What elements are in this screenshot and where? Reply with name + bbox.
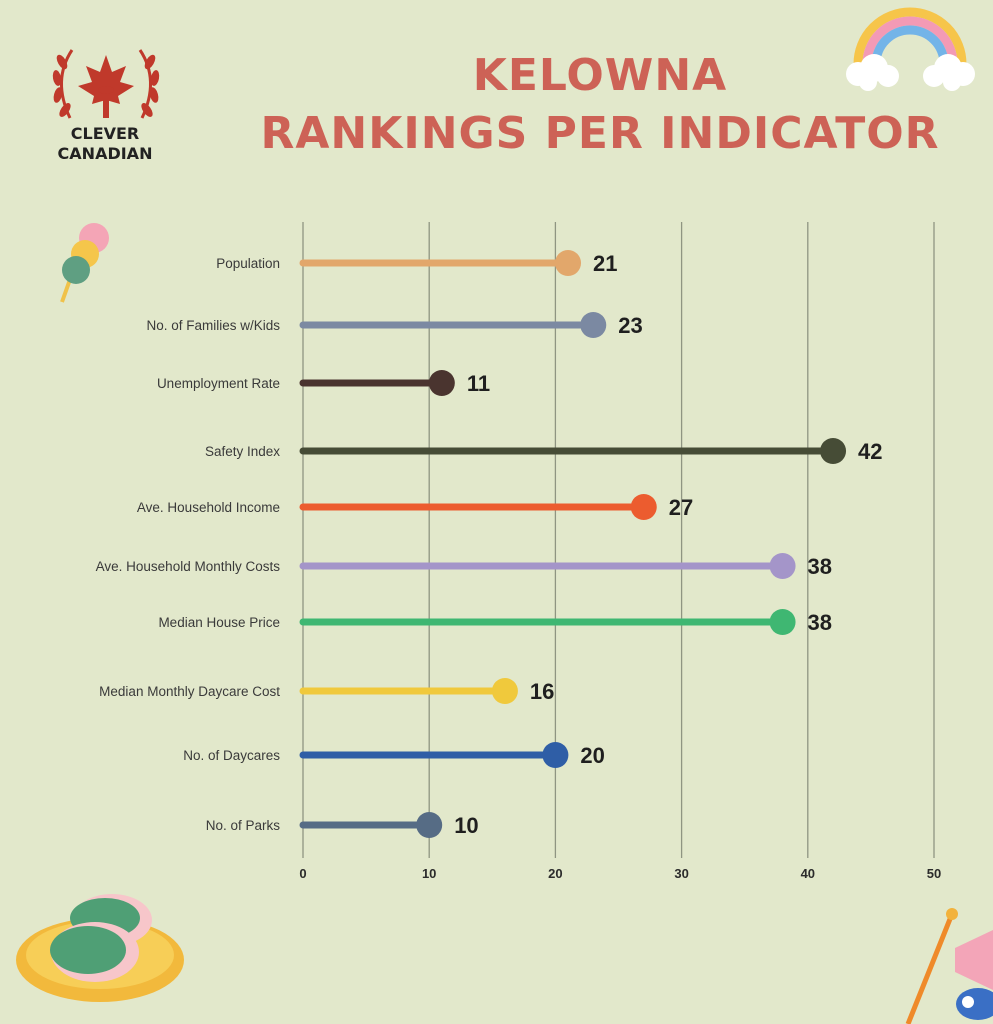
lollipop-dot [428, 370, 455, 396]
category-label: Ave. Household Monthly Costs [96, 559, 281, 574]
value-label: 38 [808, 610, 832, 635]
value-label: 38 [808, 554, 832, 579]
lollipop-dot [630, 494, 657, 520]
value-label: 20 [580, 743, 604, 768]
value-label: 16 [530, 679, 554, 704]
x-tick-label-30: 30 [674, 866, 688, 881]
lollipop-dot [491, 678, 518, 704]
x-tick-label-40: 40 [801, 866, 815, 881]
lollipop-dot [416, 812, 443, 838]
value-label: 21 [593, 251, 617, 276]
lollipop-dot [555, 250, 582, 276]
logo-text-line-1: CLEVER [70, 124, 140, 143]
x-tick-label-0: 0 [299, 866, 306, 881]
lollipop-dot [820, 438, 847, 464]
page-title-line-2: RANKINGS PER INDICATOR [260, 108, 940, 159]
category-label: Population [216, 256, 280, 271]
x-tick-label-10: 10 [422, 866, 436, 881]
category-label: Ave. Household Income [137, 500, 280, 515]
category-label: Median House Price [158, 615, 280, 630]
x-tick-label-20: 20 [548, 866, 562, 881]
category-label: No. of Daycares [183, 748, 280, 763]
lollipop-dot [769, 609, 796, 635]
koinobori-icon [905, 908, 993, 1024]
maple-leaf-tower-laurel-icon [52, 49, 160, 119]
category-label: Median Monthly Daycare Cost [99, 684, 280, 699]
dango-icon [60, 223, 109, 303]
value-label: 27 [669, 495, 693, 520]
sakura-mochi-plate-icon [16, 894, 184, 1002]
category-label: Safety Index [205, 444, 280, 459]
rainbow-clouds-icon [846, 7, 975, 91]
category-label: No. of Parks [206, 818, 281, 833]
value-label: 42 [858, 439, 882, 464]
value-label: 10 [454, 813, 478, 838]
x-axis-tick-labels: 0 10 20 30 40 50 [299, 866, 941, 881]
category-label: No. of Families w/Kids [146, 318, 280, 333]
lollipop-dot [542, 742, 569, 768]
x-tick-label-50: 50 [927, 866, 941, 881]
logo-text-line-2: CANADIAN [57, 144, 153, 163]
category-label: Unemployment Rate [157, 376, 280, 391]
page-title-line-1: KELOWNA [472, 50, 728, 101]
value-label: 11 [467, 371, 490, 396]
lollipop-dot [769, 553, 796, 579]
lollipop-bars: 21 23 11 42 27 38 38 16 20 10 [299, 250, 883, 838]
lollipop-dot [580, 312, 607, 338]
value-label: 23 [618, 313, 642, 338]
category-labels: Population No. of Families w/Kids Unemploy… [96, 256, 281, 833]
